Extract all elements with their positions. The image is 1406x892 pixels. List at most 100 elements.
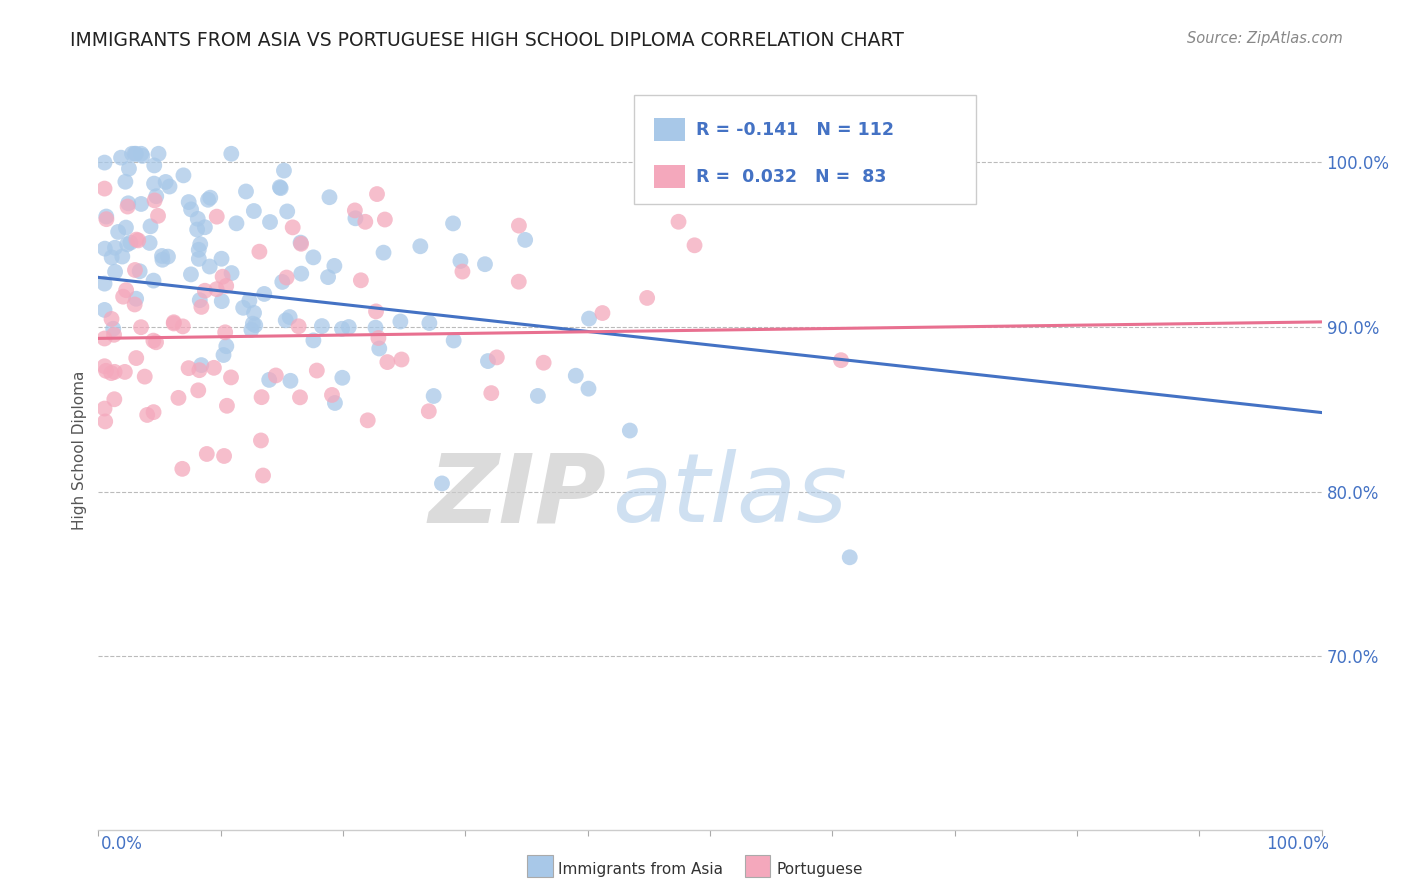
- Point: [93, 331, 115, 345]
- Point: [350, 273, 373, 287]
- Point: [323, 396, 346, 410]
- Point: [93, 181, 115, 195]
- Point: [93, 302, 115, 317]
- Point: [93, 401, 115, 416]
- Text: 0.0%: 0.0%: [101, 835, 143, 853]
- Point: [187, 252, 209, 266]
- Point: [211, 252, 233, 266]
- Point: [302, 334, 325, 348]
- Point: [311, 319, 333, 334]
- Point: [94, 364, 117, 378]
- Point: [477, 354, 499, 368]
- Point: [131, 149, 153, 163]
- Point: [274, 313, 297, 327]
- Point: [104, 265, 127, 279]
- Point: [129, 320, 152, 334]
- Point: [124, 263, 146, 277]
- Point: [128, 264, 150, 278]
- Point: [180, 268, 202, 282]
- Point: [197, 193, 219, 207]
- Point: [100, 366, 122, 380]
- Point: [159, 179, 181, 194]
- Point: [125, 146, 148, 161]
- Point: [163, 315, 186, 329]
- Point: [418, 316, 440, 330]
- Point: [96, 210, 118, 224]
- Point: [190, 358, 212, 372]
- Point: [117, 200, 139, 214]
- Point: [316, 270, 339, 285]
- Point: [264, 368, 287, 383]
- Point: [202, 360, 225, 375]
- Point: [145, 335, 167, 350]
- Point: [120, 235, 142, 250]
- Point: [104, 365, 127, 379]
- Point: [683, 238, 706, 252]
- Point: [830, 353, 852, 368]
- Point: [145, 189, 167, 203]
- Point: [94, 242, 117, 256]
- Point: [96, 212, 118, 227]
- Text: R = -0.141   N = 112: R = -0.141 N = 112: [696, 121, 894, 139]
- Point: [271, 275, 294, 289]
- Point: [211, 269, 233, 284]
- Text: 100.0%: 100.0%: [1265, 835, 1329, 853]
- Point: [190, 300, 212, 314]
- Point: [146, 209, 169, 223]
- Point: [302, 251, 325, 265]
- Point: [527, 389, 550, 403]
- Point: [163, 317, 186, 331]
- Point: [838, 550, 860, 565]
- Point: [636, 291, 658, 305]
- Point: [364, 304, 387, 318]
- Point: [188, 293, 211, 308]
- Point: [250, 390, 273, 404]
- Point: [250, 434, 273, 448]
- Point: [270, 181, 292, 195]
- Point: [578, 311, 600, 326]
- Point: [366, 187, 388, 202]
- Point: [288, 390, 311, 404]
- Point: [474, 257, 496, 271]
- Point: [150, 249, 173, 263]
- Point: [323, 259, 346, 273]
- Point: [451, 264, 474, 278]
- Point: [257, 373, 280, 387]
- Point: [188, 237, 211, 252]
- Point: [290, 267, 312, 281]
- Point: [565, 368, 588, 383]
- Point: [111, 250, 134, 264]
- Point: [100, 251, 122, 265]
- Point: [121, 146, 143, 161]
- Point: [187, 211, 209, 226]
- Point: [172, 462, 194, 476]
- Point: [533, 356, 555, 370]
- Text: ZIP: ZIP: [429, 450, 606, 542]
- Point: [305, 363, 328, 377]
- Point: [115, 220, 138, 235]
- Point: [240, 323, 263, 337]
- Point: [243, 204, 266, 219]
- Point: [134, 369, 156, 384]
- Point: [125, 351, 148, 365]
- Point: [321, 388, 343, 402]
- Point: [143, 158, 166, 172]
- Point: [243, 306, 266, 320]
- Point: [441, 216, 464, 230]
- Text: Immigrants from Asia: Immigrants from Asia: [558, 863, 723, 877]
- Point: [104, 241, 127, 255]
- Point: [117, 196, 139, 211]
- Point: [668, 215, 690, 229]
- Point: [343, 203, 366, 218]
- Point: [114, 365, 136, 379]
- Point: [443, 334, 465, 348]
- Point: [374, 212, 396, 227]
- Point: [367, 331, 389, 345]
- Point: [136, 408, 159, 422]
- Point: [124, 297, 146, 311]
- Point: [259, 215, 281, 229]
- Point: [138, 235, 160, 250]
- Point: [148, 146, 170, 161]
- Point: [578, 382, 600, 396]
- Point: [337, 320, 360, 334]
